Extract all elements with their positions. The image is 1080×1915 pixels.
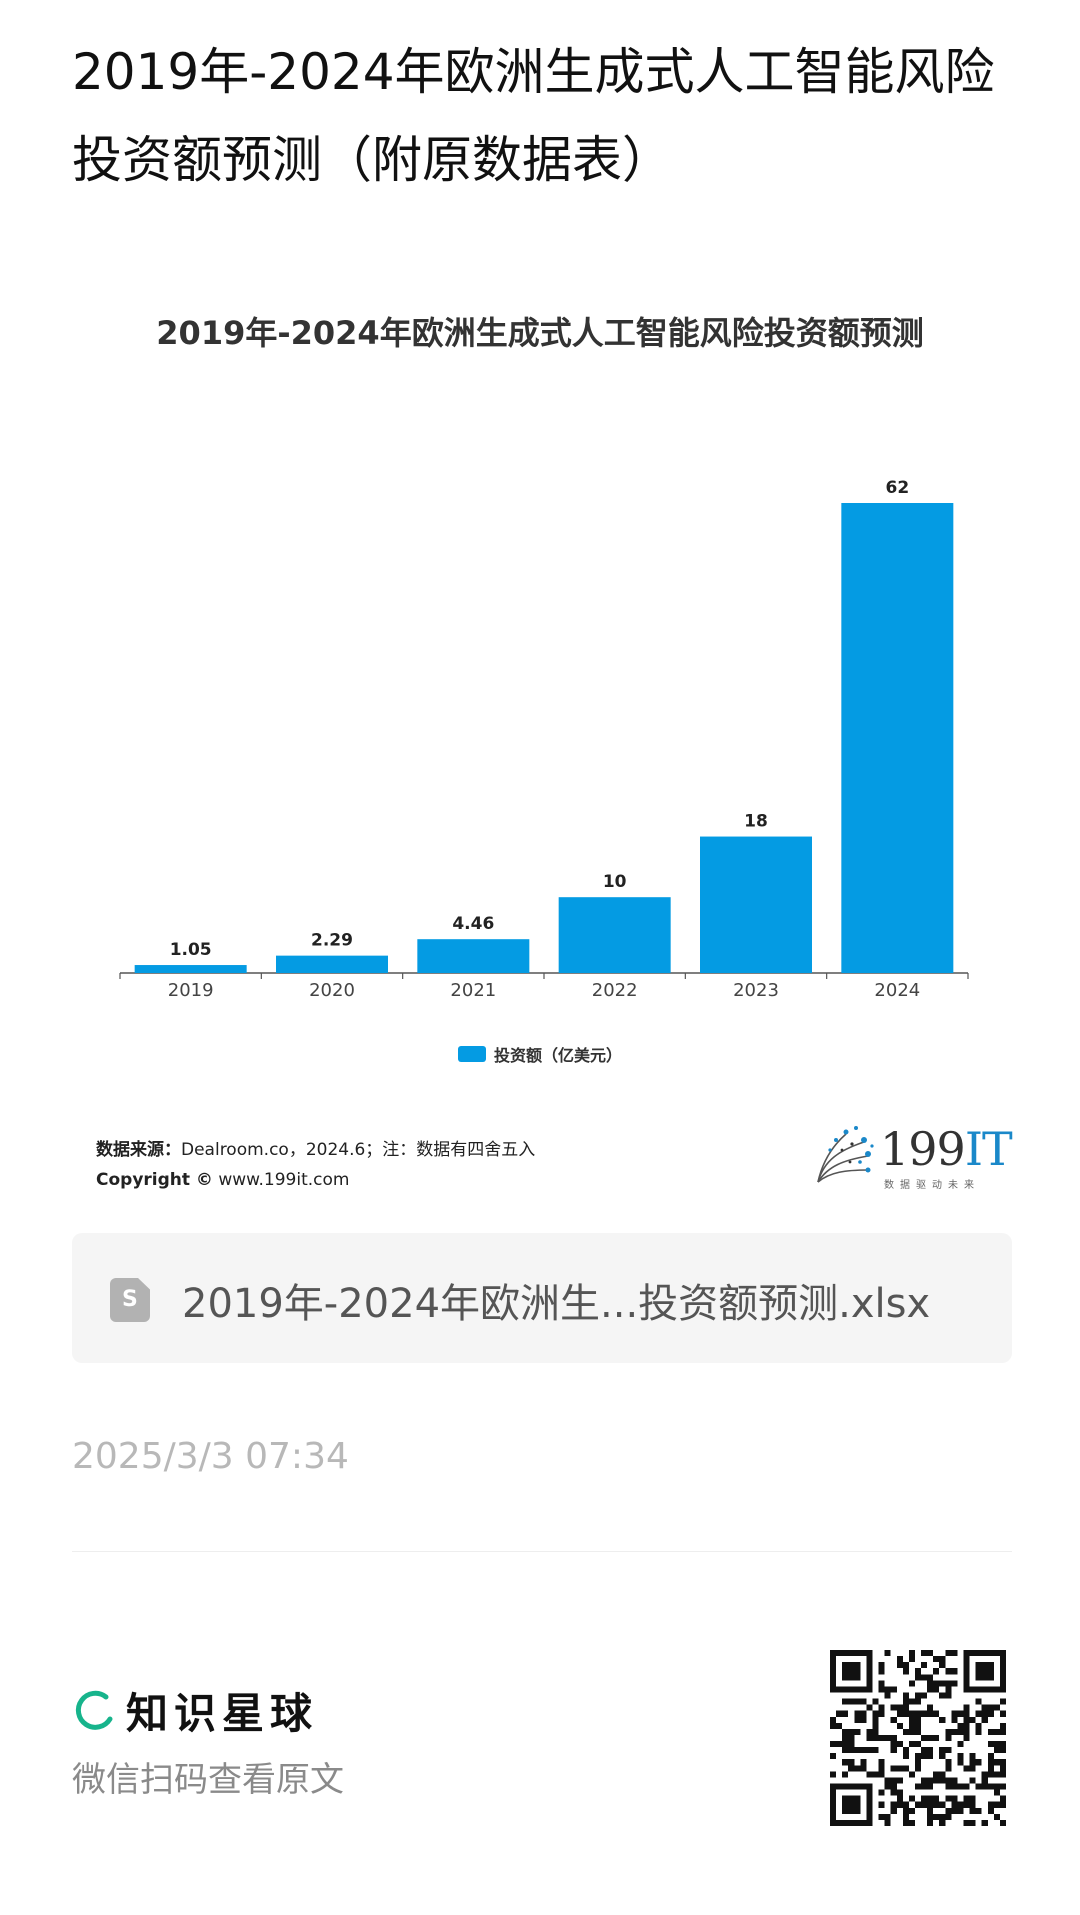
qr-code-icon[interactable] bbox=[830, 1650, 1006, 1826]
chart-image[interactable]: 2019年-2024年欧洲生成式人工智能风险投资额预测 1.05 2019 2.29… bbox=[72, 290, 1013, 1220]
data-label-2023: 18 bbox=[744, 812, 768, 832]
bar-2019 bbox=[134, 965, 247, 973]
bar-2022 bbox=[558, 897, 671, 973]
x-tick-label-2019: 2019 bbox=[168, 980, 214, 1001]
x-tick-label-2023: 2023 bbox=[733, 980, 779, 1001]
x-tick-label-2024: 2024 bbox=[874, 980, 920, 1001]
app-name: 知识星球 bbox=[126, 1689, 319, 1738]
file-icon-glyph: S bbox=[122, 1287, 138, 1312]
chart-legend: 投资额（亿美元） bbox=[458, 1042, 622, 1066]
bar-2021 bbox=[417, 939, 530, 973]
chart-source: 数据来源：Dealroom.co，2024.6；注：数据有四舍五入 Copyri… bbox=[96, 1135, 535, 1195]
legend-label: 投资额（亿美元） bbox=[494, 1046, 623, 1065]
copyright-line: Copyright © www.199it.com bbox=[96, 1165, 535, 1195]
bar-2024 bbox=[841, 503, 954, 973]
spreadsheet-file-icon: S bbox=[110, 1278, 150, 1322]
data-label-2020: 2.29 bbox=[311, 931, 353, 951]
brand-name: 199IT bbox=[880, 1122, 1013, 1176]
chart-title: 2019年-2024年欧洲生成式人工智能风险投资额预测 bbox=[156, 314, 924, 352]
data-label-2024: 62 bbox=[885, 478, 909, 498]
dandelion-icon bbox=[817, 1126, 874, 1183]
brand-it: IT bbox=[964, 1122, 1013, 1176]
attachment-card[interactable]: S 2019年-2024年欧洲生...投资额预测.xlsx bbox=[72, 1233, 1012, 1363]
legend-swatch bbox=[458, 1046, 486, 1062]
planet-logo-icon bbox=[75, 1690, 113, 1730]
brand-slogan: 数据驱动未来 bbox=[884, 1180, 980, 1191]
attachment-filename[interactable]: 2019年-2024年欧洲生...投资额预测.xlsx bbox=[182, 1281, 931, 1327]
brand-number: 199 bbox=[880, 1122, 966, 1176]
copyright-label: Copyright © bbox=[96, 1170, 213, 1190]
source-text: Dealroom.co，2024.6；注：数据有四舍五入 bbox=[181, 1140, 536, 1160]
bar-chart: 1.05 2019 2.29 2020 4.46 2021 10 2022 18 2023 62 20… bbox=[119, 478, 969, 1001]
brand-logo: 199IT 数据驱动未来 bbox=[810, 1120, 1013, 1192]
x-tick-label-2021: 2021 bbox=[450, 980, 496, 1001]
data-label-2021: 4.46 bbox=[452, 914, 494, 934]
post-title: 2019年-2024年欧洲生成式人工智能风险投资额预测（附原数据表） bbox=[72, 43, 995, 189]
divider bbox=[72, 1551, 1012, 1552]
x-tick-label-2022: 2022 bbox=[592, 980, 638, 1001]
data-label-2019: 1.05 bbox=[170, 940, 212, 960]
bar-2020 bbox=[276, 955, 388, 973]
scan-hint: 微信扫码查看原文 bbox=[72, 1760, 344, 1800]
x-tick-label-2020: 2020 bbox=[309, 980, 355, 1001]
bar-2023 bbox=[700, 836, 812, 973]
app-logo: 知识星球 bbox=[72, 1680, 318, 1741]
post-timestamp: 2025/3/3 07:34 bbox=[72, 1436, 349, 1477]
source-line: 数据来源：Dealroom.co，2024.6；注：数据有四舍五入 bbox=[96, 1135, 535, 1165]
data-label-2022: 10 bbox=[603, 872, 627, 892]
copyright-text: www.199it.com bbox=[218, 1170, 350, 1190]
source-label: 数据来源： bbox=[96, 1140, 181, 1160]
